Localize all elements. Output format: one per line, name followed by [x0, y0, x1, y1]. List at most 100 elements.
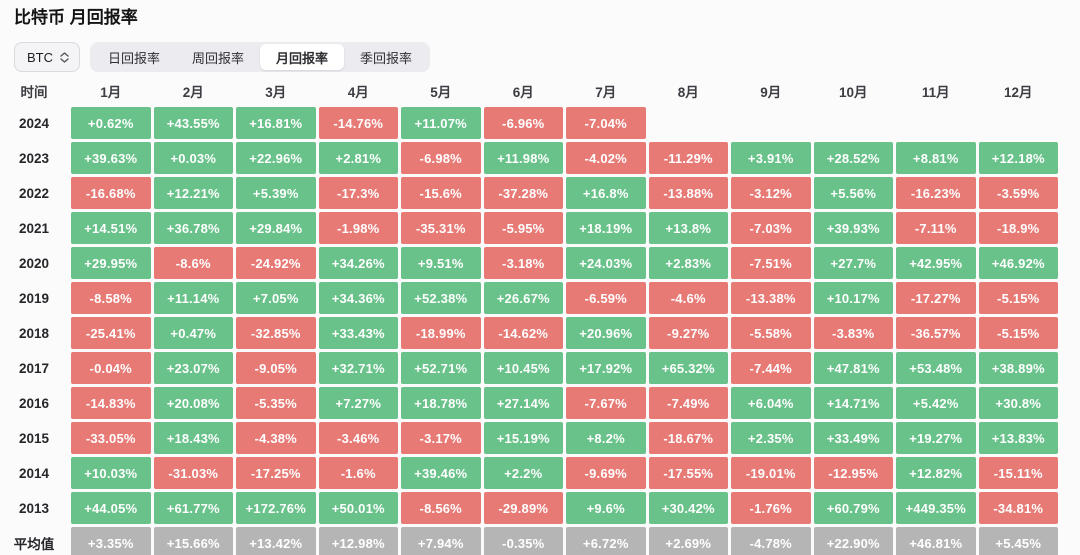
return-cell: +12.21%	[153, 177, 233, 209]
return-cell: -9.27%	[648, 317, 728, 349]
return-cell: +38.89%	[978, 352, 1058, 384]
return-cell: -16.23%	[896, 177, 976, 209]
controls-bar: BTC 日回报率 周回报率 月回报率 季回报率	[14, 42, 1066, 72]
return-cell: +20.96%	[566, 317, 646, 349]
col-header-month: 9月	[760, 85, 782, 100]
return-cell: -3.18%	[483, 247, 563, 279]
return-cell: +0.03%	[153, 142, 233, 174]
return-cell: +18.19%	[566, 212, 646, 244]
coin-select[interactable]: BTC	[14, 42, 80, 72]
return-cell: +33.43%	[318, 317, 398, 349]
return-cell: +53.48%	[896, 352, 976, 384]
row-year-label: 2022	[18, 185, 50, 201]
return-cell: +24.03%	[566, 247, 646, 279]
return-cell: +0.62%	[71, 107, 151, 139]
col-header-month: 10月	[838, 85, 868, 100]
return-cell: +60.79%	[813, 492, 893, 524]
row-year-label: 2023	[18, 150, 50, 166]
return-cell: -4.02%	[566, 142, 646, 174]
tab-period-1[interactable]: 周回报率	[176, 44, 260, 70]
return-cell: -3.17%	[401, 422, 481, 454]
return-cell: -13.88%	[648, 177, 728, 209]
return-cell: -9.05%	[236, 352, 316, 384]
empty-cell	[649, 107, 729, 139]
row-year-label: 2020	[18, 255, 50, 271]
return-cell: +61.77%	[153, 492, 233, 524]
return-cell: -15.11%	[978, 457, 1058, 489]
return-cell: -5.15%	[978, 317, 1058, 349]
return-cell: -14.76%	[318, 107, 398, 139]
return-cell: -7.49%	[648, 387, 728, 419]
return-cell: +7.27%	[318, 387, 398, 419]
return-cell: +39.93%	[813, 212, 893, 244]
return-cell: +43.55%	[153, 107, 233, 139]
return-cell: +50.01%	[318, 492, 398, 524]
average-cell: +2.69%	[648, 527, 728, 555]
row-year-label: 2016	[18, 395, 50, 411]
return-cell: +33.49%	[813, 422, 893, 454]
return-cell: -18.99%	[401, 317, 481, 349]
return-cell: -33.05%	[71, 422, 151, 454]
return-cell: +11.14%	[153, 282, 233, 314]
return-cell: +2.83%	[648, 247, 728, 279]
return-cell: +5.42%	[896, 387, 976, 419]
col-header-time: 时间	[20, 85, 48, 100]
return-cell: -15.6%	[401, 177, 481, 209]
return-cell: +2.2%	[483, 457, 563, 489]
return-cell: +18.43%	[153, 422, 233, 454]
return-cell: +44.05%	[71, 492, 151, 524]
return-cell: -11.29%	[648, 142, 728, 174]
col-header-month: 12月	[1003, 85, 1033, 100]
return-cell: +10.03%	[71, 457, 151, 489]
average-cell: +7.94%	[401, 527, 481, 555]
return-cell: -8.58%	[71, 282, 151, 314]
return-cell: -3.12%	[731, 177, 811, 209]
return-cell: +449.35%	[896, 492, 976, 524]
return-cell: -17.55%	[648, 457, 728, 489]
tab-period-0[interactable]: 日回报率	[92, 44, 176, 70]
return-cell: -1.98%	[318, 212, 398, 244]
return-cell: -7.04%	[566, 107, 646, 139]
return-cell: +28.52%	[813, 142, 893, 174]
return-cell: -34.81%	[978, 492, 1058, 524]
tab-period-3[interactable]: 季回报率	[344, 44, 428, 70]
col-header-month: 3月	[265, 85, 287, 100]
return-cell: -5.15%	[978, 282, 1058, 314]
return-cell: -5.58%	[731, 317, 811, 349]
return-cell: -3.83%	[813, 317, 893, 349]
return-cell: +9.6%	[566, 492, 646, 524]
return-cell: +5.39%	[236, 177, 316, 209]
return-cell: -12.95%	[813, 457, 893, 489]
return-cell: -3.46%	[318, 422, 398, 454]
col-header-month: 2月	[182, 85, 204, 100]
return-cell: -6.96%	[483, 107, 563, 139]
average-cell: -4.78%	[731, 527, 811, 555]
return-cell: +65.32%	[648, 352, 728, 384]
col-header-month: 1月	[100, 85, 122, 100]
return-cell: +39.63%	[71, 142, 151, 174]
col-header-month: 6月	[512, 85, 534, 100]
tab-period-2[interactable]: 月回报率	[260, 44, 345, 70]
return-cell: +27.7%	[813, 247, 893, 279]
return-cell: +26.67%	[483, 282, 563, 314]
col-header-month: 4月	[347, 85, 369, 100]
col-header-month: 7月	[595, 85, 617, 100]
return-cell: +29.95%	[71, 247, 151, 279]
page-title: 比特币 月回报率	[14, 8, 138, 27]
average-cell: +13.42%	[236, 527, 316, 555]
return-cell: -25.41%	[71, 317, 151, 349]
empty-cell	[814, 107, 894, 139]
return-cell: +16.8%	[566, 177, 646, 209]
return-cell: -24.92%	[236, 247, 316, 279]
select-caret-icon	[60, 51, 69, 63]
return-cell: +23.07%	[153, 352, 233, 384]
return-cell: +30.8%	[978, 387, 1058, 419]
coin-select-value: BTC	[27, 49, 53, 65]
return-cell: -18.67%	[648, 422, 728, 454]
return-cell: +46.92%	[978, 247, 1058, 279]
return-cell: +18.78%	[401, 387, 481, 419]
empty-cell	[896, 107, 976, 139]
return-cell: +22.96%	[236, 142, 316, 174]
return-cell: +47.81%	[813, 352, 893, 384]
return-cell: +36.78%	[153, 212, 233, 244]
